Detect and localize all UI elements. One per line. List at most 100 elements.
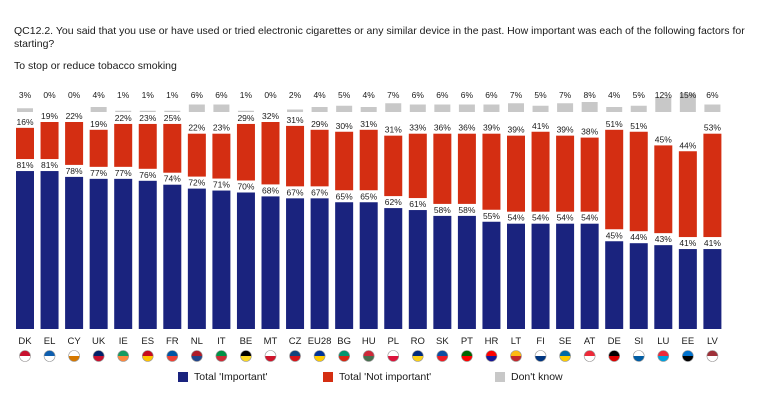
important-bar-de — [605, 241, 624, 329]
important-label-cy: 78% — [66, 166, 83, 176]
dont-know-label-hu: 4% — [363, 90, 376, 100]
category-label-at: AT — [584, 336, 596, 347]
not-important-label-nl: 22% — [188, 123, 205, 133]
dont-know-label-ro: 6% — [412, 90, 425, 100]
not-important-label-es: 23% — [139, 113, 156, 123]
flag-icon-border-nl — [191, 350, 203, 362]
legend-label-important: Total 'Important' — [194, 371, 268, 383]
important-bar-si — [629, 243, 648, 329]
important-label-nl: 72% — [188, 178, 205, 188]
important-bar-nl — [187, 188, 206, 329]
flag-icon-border-pt — [461, 350, 473, 362]
important-label-ie: 77% — [115, 168, 132, 178]
flag-icon-border-eu28 — [313, 350, 326, 362]
not-important-bar-hu — [359, 129, 378, 191]
flag-icon-half-bg — [338, 356, 350, 362]
important-bar-fr — [163, 184, 182, 329]
flag-icon-border-bg — [338, 350, 350, 362]
category-label-be: BE — [240, 336, 253, 347]
dont-know-bar-pt — [458, 104, 475, 112]
category-label-nl: NL — [191, 336, 203, 347]
flag-icon-half-el — [44, 356, 56, 362]
important-label-it: 71% — [213, 180, 230, 190]
dont-know-label-ee: 15% — [679, 90, 696, 100]
category-label-pt: PT — [461, 336, 473, 347]
dont-know-label-bg: 5% — [338, 90, 351, 100]
category-label-ee: EE — [682, 336, 695, 347]
flag-icon-border-uk — [92, 350, 105, 362]
legend-item-dont-know: Don't know — [495, 371, 563, 383]
flag-icon-half-se — [559, 356, 571, 362]
not-important-label-lu: 45% — [655, 134, 672, 144]
not-important-bar-be — [236, 123, 255, 181]
not-important-bar-cz — [286, 125, 305, 187]
important-label-at: 54% — [581, 213, 598, 223]
important-label-el: 81% — [41, 160, 58, 170]
legend-item-not-important: Total 'Not important' — [323, 371, 431, 383]
flag-icon-half-ro — [412, 356, 424, 362]
dont-know-bar-de — [606, 107, 623, 112]
category-label-dk: DK — [18, 336, 32, 347]
important-bar-hu — [359, 202, 378, 329]
category-label-el: EL — [44, 336, 56, 347]
category-label-hr: HR — [485, 336, 499, 347]
flag-icon-border-cz — [289, 350, 301, 362]
category-label-uk: UK — [92, 336, 106, 347]
dont-know-bar-eu28 — [311, 107, 328, 112]
flag-icon-border-ro — [411, 350, 424, 362]
dont-know-label-dk: 3% — [19, 90, 32, 100]
important-label-se: 54% — [557, 213, 574, 223]
important-label-bg: 65% — [336, 191, 353, 201]
flag-icon-half-cz — [289, 356, 301, 362]
flag-icon-half-fr — [166, 356, 178, 362]
category-label-fi: FI — [536, 336, 544, 347]
not-important-label-lv: 53% — [704, 123, 721, 133]
legend: Total 'Important' Total 'Not important' … — [0, 371, 773, 385]
dont-know-bar-at — [581, 102, 598, 112]
flag-icon-half-nl — [191, 356, 203, 362]
important-label-de: 45% — [606, 230, 623, 240]
dont-know-label-be: 1% — [240, 90, 253, 100]
important-label-fi: 54% — [532, 213, 549, 223]
flag-icon-half-es — [142, 356, 154, 362]
important-bar-ie — [114, 178, 133, 329]
dont-know-label-mt: 0% — [264, 90, 277, 100]
flag-icon-half-de — [608, 356, 620, 362]
not-important-label-de: 51% — [606, 119, 623, 129]
important-label-be: 70% — [237, 182, 254, 192]
important-bar-fi — [531, 223, 550, 329]
flag-icon-border-el — [43, 350, 56, 362]
not-important-label-ro: 33% — [409, 123, 426, 133]
important-label-lt: 54% — [507, 213, 524, 223]
not-important-bar-uk — [89, 129, 108, 167]
important-bar-cz — [286, 198, 305, 329]
not-important-label-uk: 19% — [90, 119, 107, 129]
not-important-bar-lt — [507, 135, 525, 212]
important-bar-el — [40, 171, 59, 329]
dont-know-bar-bg — [336, 105, 353, 112]
category-label-mt: MT — [264, 336, 278, 347]
flag-icon-border-hu — [362, 350, 375, 362]
dont-know-bar-ee — [679, 93, 696, 112]
important-label-lv: 41% — [704, 238, 721, 248]
category-label-lt: LT — [511, 336, 522, 347]
not-important-label-ee: 44% — [679, 140, 696, 150]
not-important-bar-sk — [433, 133, 452, 204]
dont-know-bar-sk — [434, 104, 451, 112]
important-bar-es — [138, 180, 157, 329]
dont-know-bar-lt — [508, 103, 524, 112]
dont-know-label-fi: 5% — [534, 90, 547, 100]
important-label-hu: 65% — [360, 191, 377, 201]
important-bar-at — [580, 223, 599, 329]
important-label-eu28: 67% — [311, 187, 328, 197]
flag-icon-border-sk — [436, 350, 449, 362]
important-bar-ee — [678, 249, 697, 329]
flag-icon-half-si — [633, 356, 645, 362]
not-important-label-ie: 22% — [115, 113, 132, 123]
important-bar-pt — [457, 215, 476, 329]
dont-know-bar-be — [237, 110, 254, 112]
not-important-label-el: 19% — [41, 111, 58, 121]
important-bar-hr — [482, 221, 501, 329]
dont-know-bar-hu — [360, 107, 377, 112]
important-bar-ro — [408, 210, 427, 329]
